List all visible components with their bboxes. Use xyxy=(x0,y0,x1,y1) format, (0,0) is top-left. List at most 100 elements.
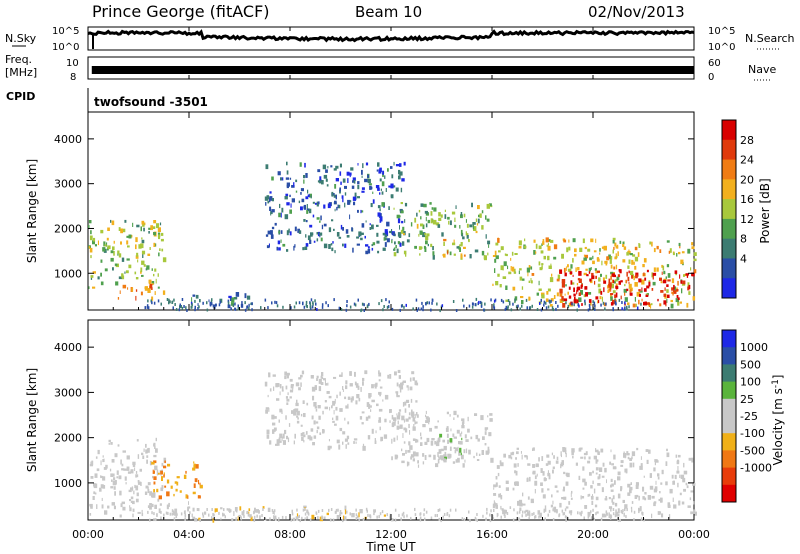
data-cell xyxy=(414,421,418,424)
data-cell xyxy=(345,229,349,234)
data-cell xyxy=(441,304,444,308)
data-cell xyxy=(289,194,291,197)
data-cell xyxy=(175,513,178,518)
data-cell xyxy=(552,508,554,512)
data-cell xyxy=(648,281,651,287)
data-cell xyxy=(154,243,157,247)
data-cell xyxy=(589,306,591,310)
data-cell xyxy=(360,210,364,213)
data-cell xyxy=(357,298,359,302)
data-cell xyxy=(194,305,196,309)
data-cell xyxy=(511,251,514,256)
data-cell xyxy=(590,238,594,243)
data-cell xyxy=(126,258,130,261)
data-cell xyxy=(522,492,524,497)
data-cell xyxy=(595,238,597,243)
data-cell xyxy=(325,301,327,305)
data-cell xyxy=(309,305,312,309)
colorbar-swatch xyxy=(722,179,736,200)
data-cell xyxy=(551,452,553,456)
data-cell xyxy=(278,517,280,522)
data-cell xyxy=(425,410,427,415)
data-cell xyxy=(608,514,612,518)
data-cell xyxy=(666,284,669,287)
data-cell xyxy=(618,513,620,517)
data-cell xyxy=(93,483,98,489)
data-cell xyxy=(635,494,639,498)
data-cell xyxy=(141,513,144,517)
data-cell xyxy=(102,476,106,481)
data-cell xyxy=(347,396,351,400)
data-cell xyxy=(522,510,524,514)
data-cell xyxy=(514,470,517,474)
data-cell xyxy=(300,374,303,378)
data-cell xyxy=(277,439,279,443)
data-cell xyxy=(661,469,664,475)
data-cell xyxy=(312,302,314,306)
data-cell xyxy=(570,280,573,285)
data-cell xyxy=(455,447,459,452)
data-cell xyxy=(312,214,315,218)
data-cell xyxy=(399,308,401,312)
data-cell xyxy=(384,229,388,232)
data-cell xyxy=(651,241,653,247)
data-cell xyxy=(180,512,183,516)
data-cell xyxy=(184,514,187,518)
data-cell xyxy=(325,169,328,173)
data-cell xyxy=(520,296,524,299)
data-cell xyxy=(167,463,171,467)
data-cell xyxy=(683,462,685,468)
data-cell xyxy=(286,249,289,252)
data-cell xyxy=(349,383,353,387)
data-cell xyxy=(545,301,547,305)
data-cell xyxy=(572,258,574,263)
data-cell xyxy=(359,416,363,420)
data-cell xyxy=(107,227,110,231)
data-cell xyxy=(604,260,608,264)
data-cell xyxy=(344,509,347,515)
nsky-tick-bottom: 10^0 xyxy=(52,42,79,53)
data-cell xyxy=(371,384,374,389)
data-cell xyxy=(581,510,583,514)
data-cell xyxy=(340,308,343,311)
data-cell xyxy=(466,235,469,239)
data-cell xyxy=(166,479,170,484)
data-cell xyxy=(500,515,502,519)
data-cell xyxy=(569,271,573,275)
x-tick-label: 08:00 xyxy=(274,528,306,541)
data-cell xyxy=(660,281,663,284)
data-cell xyxy=(568,295,572,299)
data-cell xyxy=(584,456,586,460)
data-cell xyxy=(93,237,96,242)
data-cell xyxy=(289,231,292,236)
data-cell xyxy=(231,297,235,303)
data-cell xyxy=(173,510,175,516)
data-cell xyxy=(299,519,301,523)
data-cell xyxy=(285,396,288,399)
data-cell xyxy=(619,518,621,522)
data-cell xyxy=(592,470,594,474)
data-cell xyxy=(327,304,329,308)
data-cell xyxy=(547,245,551,251)
data-cell xyxy=(153,220,157,224)
data-cell xyxy=(438,517,440,521)
data-cell xyxy=(597,270,600,273)
data-cell xyxy=(269,440,272,445)
data-cell xyxy=(563,267,566,273)
data-cell xyxy=(501,508,504,511)
data-cell xyxy=(668,250,671,254)
data-cell xyxy=(537,510,541,515)
data-cell xyxy=(554,509,558,513)
data-cell xyxy=(293,245,295,251)
data-cell xyxy=(137,454,140,459)
data-cell xyxy=(440,214,443,218)
data-cell xyxy=(676,295,679,298)
data-cell xyxy=(593,455,597,460)
data-cell xyxy=(424,455,427,460)
data-cell xyxy=(440,448,444,452)
data-cell xyxy=(273,386,275,391)
data-cell xyxy=(612,512,615,516)
data-cell xyxy=(439,455,444,460)
data-cell xyxy=(457,457,460,463)
data-cell xyxy=(102,459,105,463)
